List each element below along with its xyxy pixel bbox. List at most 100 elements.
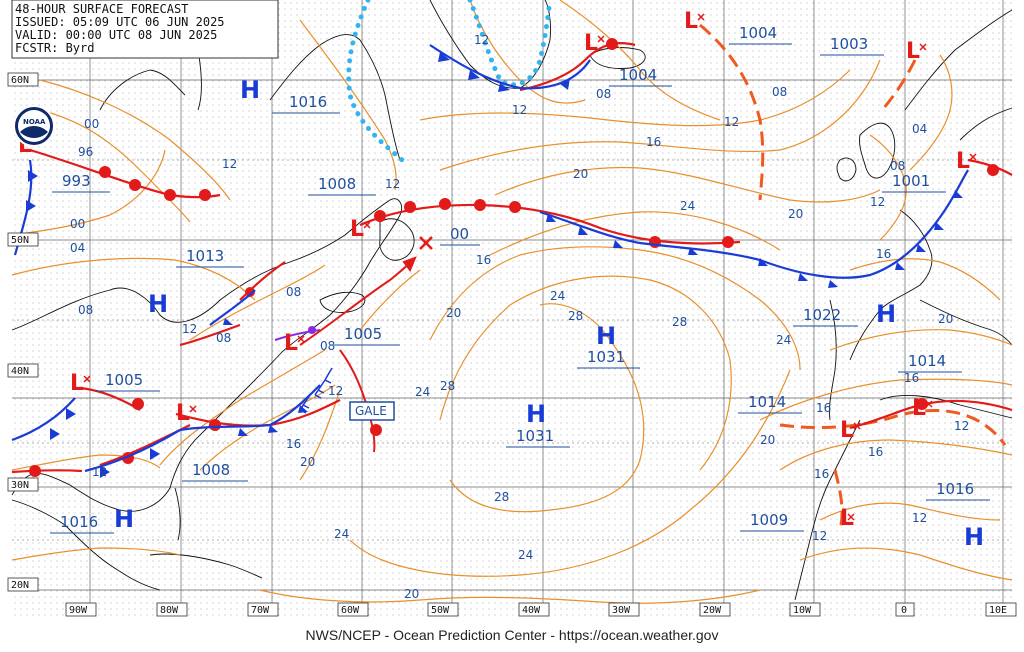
isobar-value: 12: [912, 511, 927, 525]
low-center: L: [350, 217, 364, 242]
isobar-value: 08: [78, 303, 93, 317]
gale-label: GALE: [355, 404, 387, 418]
isobar-value: 20: [760, 433, 775, 447]
isobar-value: 16: [476, 253, 491, 267]
isobar-value: 04: [70, 241, 85, 255]
isobar-value: 28: [672, 315, 687, 329]
ice-edge: [346, 0, 553, 163]
pressure-value: 1004: [739, 24, 777, 42]
low-forecast-position: [419, 236, 433, 250]
lon-label: 80W: [160, 605, 179, 616]
pressure-value: 1014: [908, 352, 946, 370]
isobar-value: 12: [328, 384, 343, 398]
pressure-labels: 1016 993 1013 1008 00 1005 1005 1008 101…: [50, 24, 990, 534]
lon-label: 10E: [989, 605, 1007, 616]
isobar-value: 08: [596, 87, 611, 101]
longitude-labels: 90W 80W 70W 60W 50W 40W 30W 20W 10W 0 10…: [65, 602, 1017, 617]
lat-label: 20N: [11, 580, 29, 591]
isobar-value: 24: [518, 548, 533, 562]
header-forecaster: FCSTR: Byrd: [15, 41, 94, 55]
isobar-value: 16: [814, 467, 829, 481]
high-center: H: [876, 300, 896, 328]
pressure-value: 1008: [192, 461, 230, 479]
isobar-value: 28: [494, 490, 509, 504]
lon-label: 90W: [69, 605, 88, 616]
high-centers: H H H H H H H: [114, 76, 984, 551]
low-center: L: [912, 396, 926, 421]
lon-label: 70W: [251, 605, 270, 616]
isobar-value: 00: [70, 217, 85, 231]
isobar-value: 12: [812, 529, 827, 543]
lat-label: 40N: [11, 366, 29, 377]
isobar-value: 12: [474, 33, 489, 47]
isobars: [11, 0, 1013, 604]
pressure-value: 1016: [289, 93, 327, 111]
cold-front-symbols: [20, 52, 963, 478]
noaa-logo: NOAA: [13, 105, 55, 147]
low-center: L: [176, 401, 190, 426]
isobar-value: 20: [938, 312, 953, 326]
pressure-value: 1013: [186, 247, 224, 265]
isobar-value: 96: [78, 145, 93, 159]
low-center: L: [906, 39, 920, 64]
isobar-value: 24: [776, 333, 791, 347]
high-center: H: [148, 290, 168, 318]
isobar-value: 08: [890, 159, 905, 173]
isobar-value: 28: [568, 309, 583, 323]
pressure-value: 1005: [105, 371, 143, 389]
wind-barbs: [299, 367, 333, 414]
occluded-front: [274, 329, 321, 341]
header-box: 48-HOUR SURFACE FORECAST ISSUED: 05:09 U…: [11, 0, 279, 59]
lat-label: 50N: [11, 235, 29, 246]
high-center: H: [596, 322, 616, 350]
pressure-value: 1001: [892, 172, 930, 190]
low-center: L: [284, 331, 298, 356]
low-center: L: [684, 9, 698, 34]
pressure-value: 1014: [748, 393, 786, 411]
low-center: L: [584, 31, 598, 56]
isobar-value: 16: [868, 445, 883, 459]
isobar-value: 12: [512, 103, 527, 117]
isobar-value: 08: [286, 285, 301, 299]
pressure-value: 1016: [936, 480, 974, 498]
isobar-value: 08: [216, 331, 231, 345]
isobar-value: 08: [320, 339, 335, 353]
high-center: H: [240, 76, 260, 104]
high-center: H: [964, 523, 984, 551]
high-center: H: [526, 400, 546, 428]
isobar-value: 12: [92, 465, 107, 479]
lon-label: 20W: [703, 605, 722, 616]
isobar-value: 16: [816, 401, 831, 415]
isobar-value: 16: [904, 371, 919, 385]
isobar-labels: 00 96 12 00 04 08 12 08 08 12 08 12 16 2…: [70, 33, 969, 615]
pressure-value: 1016: [60, 513, 98, 531]
pressure-value: 1004: [619, 66, 657, 84]
isobar-value: 16: [286, 437, 301, 451]
lon-label: 10W: [793, 605, 812, 616]
isobar-value: 24: [415, 385, 430, 399]
isobar-value: 12: [870, 195, 885, 209]
lon-label: 30W: [612, 605, 631, 616]
latitude-labels: 60N 50N 40N 30N 20N: [7, 72, 39, 592]
isobar-value: 08: [772, 85, 787, 99]
isobar-value: 28: [440, 379, 455, 393]
low-x-marks: [31, 13, 977, 521]
pressure-value: 993: [62, 172, 91, 190]
low-center: L: [840, 418, 854, 443]
header-title: 48-HOUR SURFACE FORECAST: [15, 2, 188, 16]
header-valid: VALID: 00:00 UTC 08 JUN 2025: [15, 28, 217, 42]
gale-warning: GALE: [349, 401, 395, 421]
pressure-value: 00: [450, 225, 469, 243]
lat-label: 60N: [11, 75, 29, 86]
lon-label: 40W: [522, 605, 541, 616]
isobar-value: 12: [954, 419, 969, 433]
pressure-value: 1031: [587, 348, 625, 366]
pressure-value: 1009: [750, 511, 788, 529]
isobar-value: 12: [222, 157, 237, 171]
pressure-value: 1031: [516, 427, 554, 445]
header-issued: ISSUED: 05:09 UTC 06 JUN 2025: [15, 15, 225, 29]
lon-label: 50W: [431, 605, 450, 616]
coastlines: [11, 0, 1013, 601]
lon-label: 0: [901, 605, 907, 616]
